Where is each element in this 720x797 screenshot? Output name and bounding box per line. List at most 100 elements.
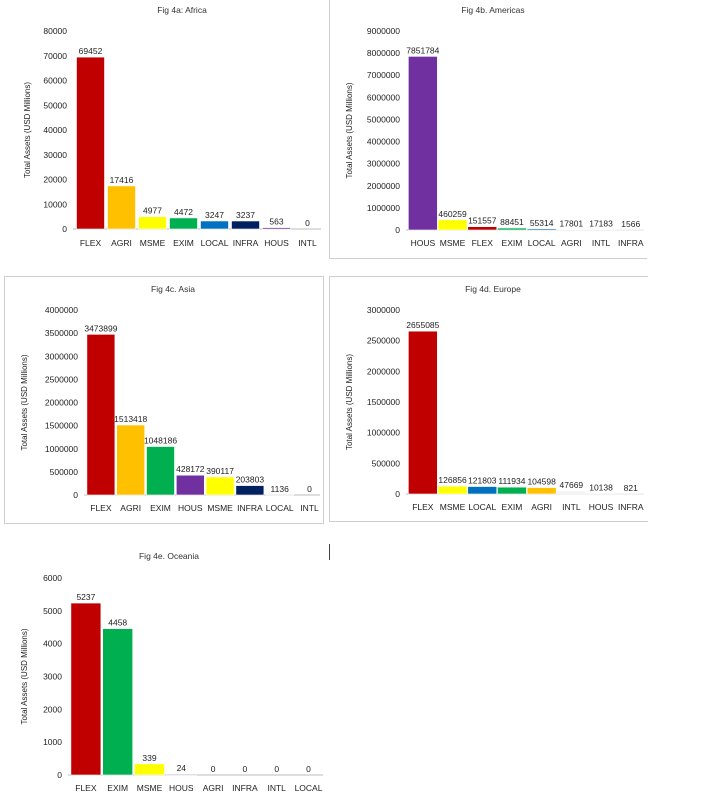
category-label-africa-flex: FLEX xyxy=(80,238,102,248)
data-label-asia-hous: 428172 xyxy=(176,464,205,474)
chart-svg-oceania: Fig 4e. Oceania Total Assets (USD Million… xyxy=(20,551,323,793)
bar-europe-msme xyxy=(437,485,468,495)
category-label-americas-agri: AGRI xyxy=(561,238,582,248)
y-tick-label-oceania-6: 6000 xyxy=(43,573,62,583)
category-label-americas-exim: EXIM xyxy=(502,238,523,248)
y-tick-label-oceania-3: 3000 xyxy=(43,672,62,682)
bar-oceania-flex xyxy=(70,602,102,776)
y-tick-label-americas-2: 2000000 xyxy=(367,181,400,191)
y-tick-label-europe-6: 3000000 xyxy=(367,305,400,315)
y-tick-label-americas-1: 1000000 xyxy=(367,203,400,213)
category-label-africa-msme: MSME xyxy=(140,238,166,248)
y-tick-label-africa-4: 40000 xyxy=(43,125,67,135)
divider-oceania-right xyxy=(329,544,330,560)
data-label-oceania-intl: 0 xyxy=(274,764,279,774)
category-label-asia-flex: FLEX xyxy=(90,503,112,513)
data-label-africa-msme: 4977 xyxy=(143,206,162,216)
y-tick-label-africa-5: 50000 xyxy=(43,100,67,110)
data-label-europe-exim: 111934 xyxy=(498,476,525,486)
category-label-oceania-msme: MSME xyxy=(137,783,163,793)
data-label-americas-exim: 88451 xyxy=(500,217,524,227)
bar-oceania-hous xyxy=(166,773,197,776)
y-tick-label-europe-2: 1000000 xyxy=(367,428,400,438)
chart-panel-oceania: Fig 4e. Oceania Total Assets (USD Million… xyxy=(5,545,327,797)
data-label-africa-local: 3247 xyxy=(205,210,224,220)
y-tick-label-asia-5: 2500000 xyxy=(45,374,78,384)
category-label-oceania-intl: INTL xyxy=(267,783,286,793)
bar-europe-agri xyxy=(526,487,557,495)
data-label-europe-hous: 10138 xyxy=(589,482,613,492)
y-tick-label-asia-1: 500000 xyxy=(50,467,79,477)
y-tick-label-oceania-4: 4000 xyxy=(43,639,62,649)
y-tick-label-europe-0: 0 xyxy=(395,489,400,499)
chart-svg-europe: Fig 4d. Europe Total Assets (USD Millions… xyxy=(345,284,646,512)
bar-africa-msme xyxy=(138,216,167,230)
chart-svg-africa: Fig 4a: Africa Total Assets (USD Millions… xyxy=(23,5,321,248)
y-tick-label-americas-5: 5000000 xyxy=(367,114,400,124)
category-label-africa-local: LOCAL xyxy=(201,238,229,248)
chart-svg-asia: Fig 4c. Asia Total Assets (USD Millions) 0… xyxy=(20,284,320,513)
y-tick-label-asia-0: 0 xyxy=(73,490,78,500)
data-label-oceania-infra: 0 xyxy=(243,764,248,774)
data-label-asia-msme: 390117 xyxy=(206,466,234,476)
category-label-europe-msme: MSME xyxy=(440,502,466,512)
category-label-africa-infra: INFRA xyxy=(233,238,259,248)
data-label-asia-intl: 0 xyxy=(307,484,312,494)
data-label-europe-infra: 821 xyxy=(624,483,638,493)
category-label-asia-local: LOCAL xyxy=(266,503,294,513)
data-label-asia-infra: 203803 xyxy=(236,475,265,485)
data-label-europe-flex: 2655085 xyxy=(406,320,439,330)
bar-asia-hous xyxy=(176,474,205,496)
bar-americas-local xyxy=(526,228,557,231)
data-label-africa-hous: 563 xyxy=(269,217,283,227)
data-label-americas-agri: 17801 xyxy=(560,219,584,229)
y-tick-label-europe-3: 1500000 xyxy=(367,397,400,407)
data-label-asia-exim: 1048186 xyxy=(144,436,177,446)
y-tick-label-asia-8: 4000000 xyxy=(45,305,78,315)
y-tick-label-americas-7: 7000000 xyxy=(367,70,400,80)
y-tick-label-asia-2: 1000000 xyxy=(45,444,78,454)
bar-americas-hous xyxy=(408,56,438,231)
chart-title-asia: Fig 4c. Asia xyxy=(151,284,195,294)
bar-africa-local xyxy=(200,220,229,230)
category-label-europe-agri: AGRI xyxy=(531,502,552,512)
bar-asia-msme xyxy=(205,476,235,496)
chart-title-oceania: Fig 4e. Oceania xyxy=(139,551,199,561)
category-label-oceania-hous: HOUS xyxy=(169,783,194,793)
y-tick-label-africa-6: 60000 xyxy=(43,76,67,86)
category-label-asia-agri: AGRI xyxy=(120,503,141,513)
bar-oceania-msme xyxy=(134,763,165,776)
data-label-africa-flex: 69452 xyxy=(79,46,103,56)
y-axis-label-africa: Total Assets (USD Millions) xyxy=(23,82,32,178)
bar-europe-intl xyxy=(556,490,587,495)
y-axis-label-europe: Total Assets (USD Millions) xyxy=(345,354,354,450)
data-label-europe-msme: 126856 xyxy=(438,475,467,485)
category-label-americas-hous: HOUS xyxy=(411,238,436,248)
divider-europe-box xyxy=(329,276,648,522)
y-tick-label-africa-8: 80000 xyxy=(43,26,67,36)
bar-africa-exim xyxy=(169,217,198,230)
data-label-oceania-flex: 5237 xyxy=(76,592,95,602)
y-tick-label-asia-3: 1500000 xyxy=(45,421,78,431)
category-label-oceania-local: LOCAL xyxy=(295,783,323,793)
data-label-oceania-local: 0 xyxy=(306,764,311,774)
category-label-asia-exim: EXIM xyxy=(150,503,171,513)
category-label-oceania-flex: FLEX xyxy=(75,783,97,793)
divider-americas-box xyxy=(329,0,647,259)
category-label-europe-local: LOCAL xyxy=(468,502,496,512)
category-label-europe-exim: EXIM xyxy=(502,502,523,512)
data-label-americas-hous: 7851784 xyxy=(406,45,439,55)
bar-africa-hous xyxy=(262,227,291,230)
category-label-africa-intl: INTL xyxy=(298,238,317,248)
bar-africa-agri xyxy=(107,185,136,230)
data-label-africa-intl: 0 xyxy=(305,218,310,228)
y-tick-label-asia-7: 3500000 xyxy=(45,328,78,338)
data-label-asia-agri: 1513418 xyxy=(114,414,147,424)
bar-americas-flex xyxy=(467,226,498,231)
bar-africa-flex xyxy=(76,56,105,230)
divider-africa-right xyxy=(329,0,330,258)
bar-europe-flex xyxy=(408,330,438,495)
bar-oceania-exim xyxy=(102,628,133,776)
chart-svg-americas: Fig 4b. Americas Total Assets (USD Millio… xyxy=(345,5,646,248)
y-tick-label-oceania-0: 0 xyxy=(57,770,62,780)
